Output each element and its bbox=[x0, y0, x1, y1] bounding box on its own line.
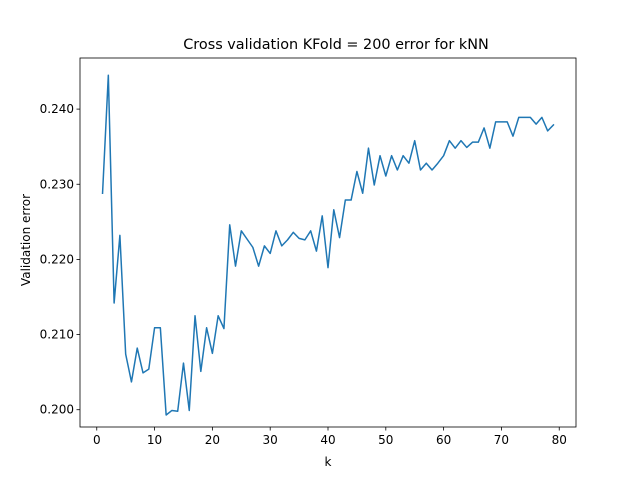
x-tick-label: 0 bbox=[93, 433, 101, 447]
y-tick-label: 0.230 bbox=[40, 177, 74, 191]
y-tick-label: 0.210 bbox=[40, 328, 74, 342]
x-tick-label: 70 bbox=[494, 433, 509, 447]
x-tick-label: 10 bbox=[147, 433, 162, 447]
y-axis-label: Validation error bbox=[19, 194, 33, 286]
x-tick-label: 60 bbox=[436, 433, 451, 447]
y-tick-label: 0.200 bbox=[40, 403, 74, 417]
y-tick-label: 0.240 bbox=[40, 102, 74, 116]
x-tick-label: 80 bbox=[552, 433, 567, 447]
plot-area: 0 10 20 30 40 50 60 70 80 0.200 0.210 0.220 0.230 0.2… bbox=[40, 57, 577, 447]
x-tick-label: 20 bbox=[205, 433, 220, 447]
series-line bbox=[101, 74, 555, 416]
x-axis-label: k bbox=[325, 455, 332, 469]
x-tick-label: 40 bbox=[320, 433, 335, 447]
chart-title: Cross validation KFold = 200 error for k… bbox=[183, 37, 488, 53]
x-tick-label: 30 bbox=[263, 433, 278, 447]
x-tick-label: 50 bbox=[378, 433, 393, 447]
y-tick-label: 0.220 bbox=[40, 252, 74, 266]
